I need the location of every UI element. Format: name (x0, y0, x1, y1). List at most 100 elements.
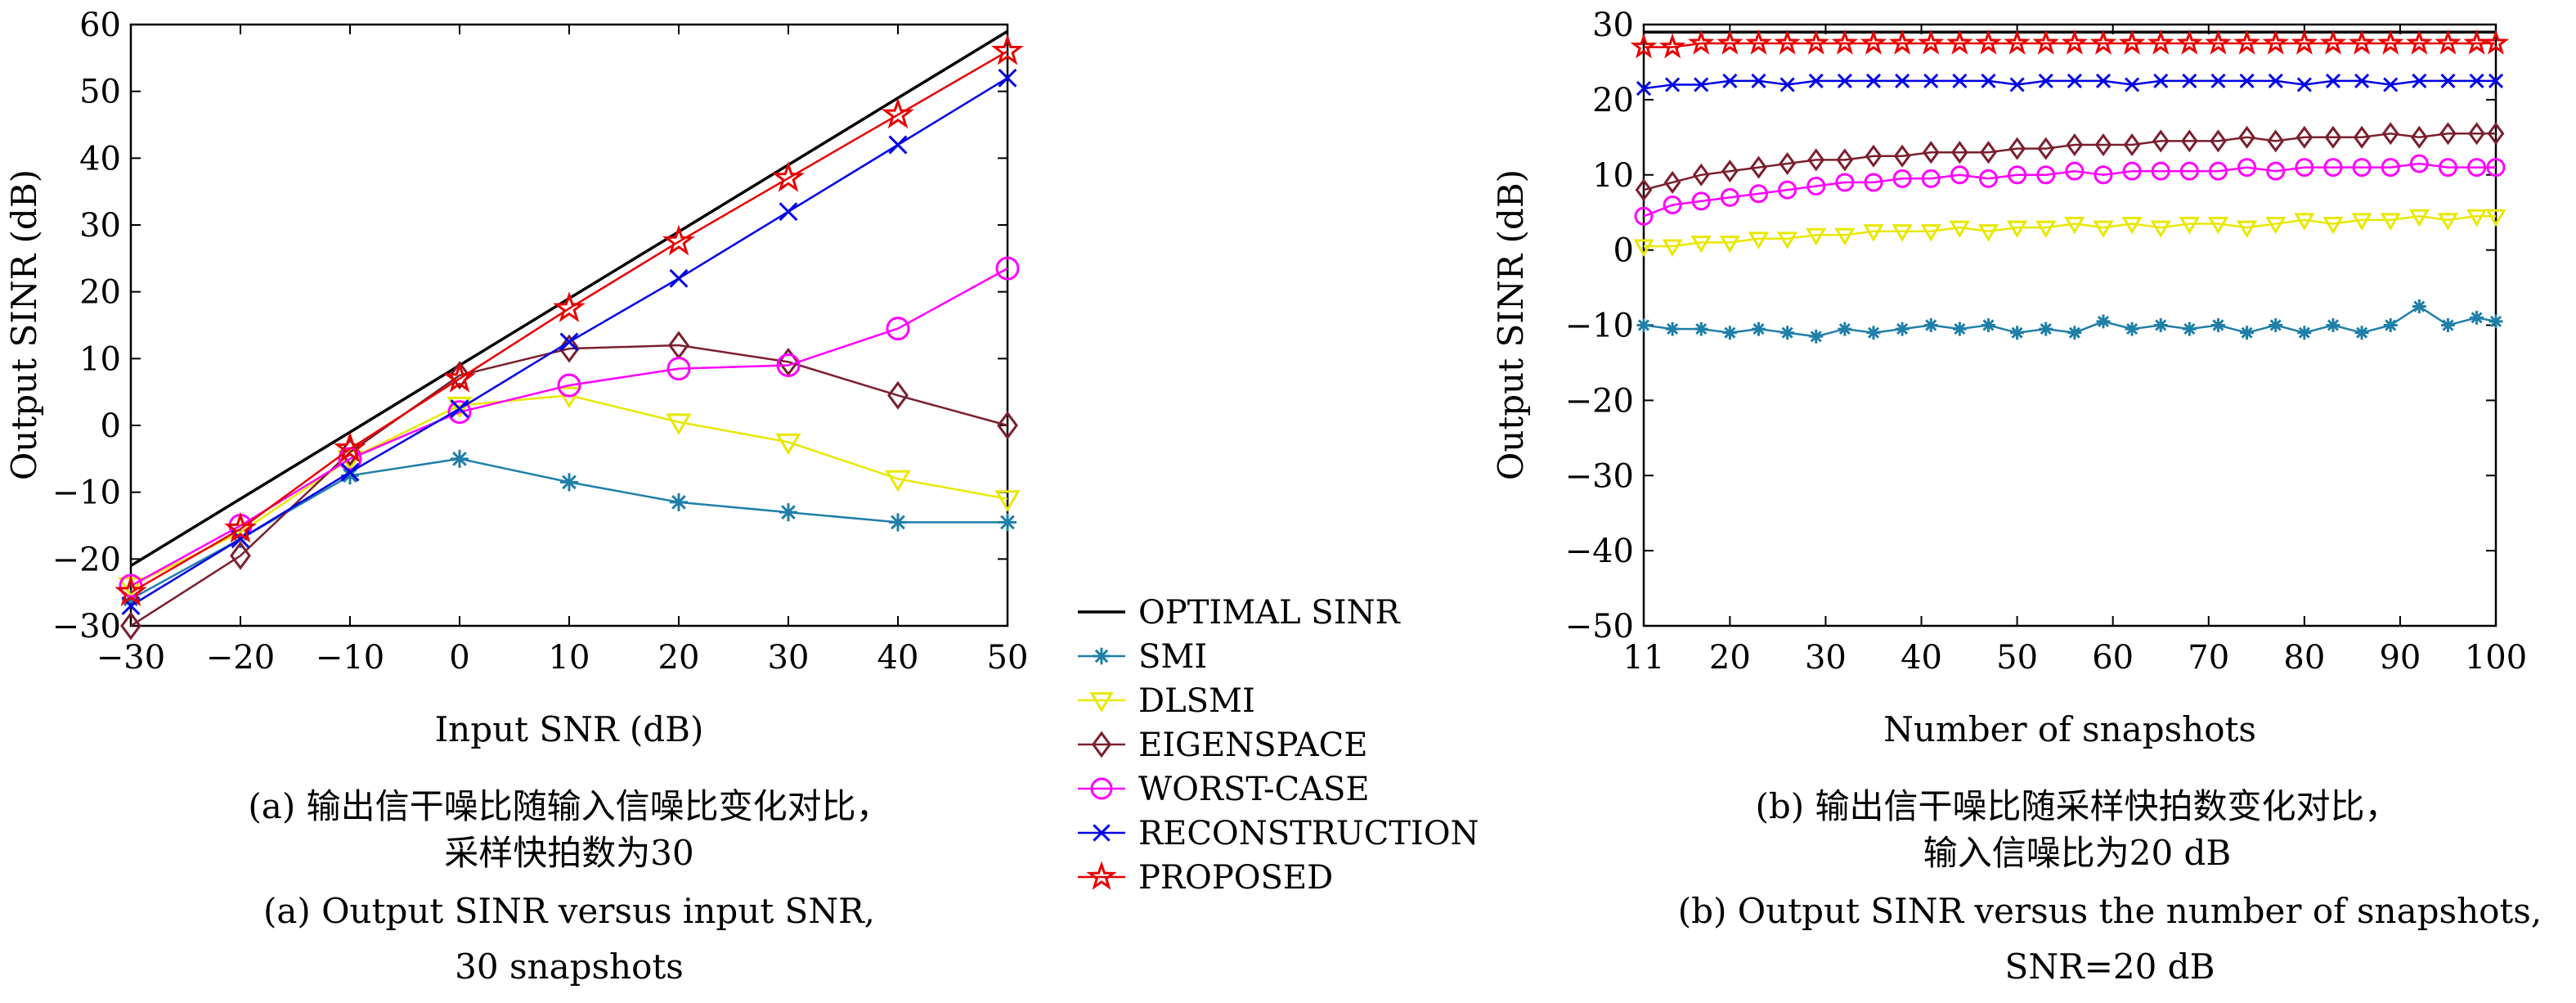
chart-b-point-recon (2067, 73, 2082, 88)
chart-a-caption-en-2: 30 snapshots (455, 947, 684, 987)
chart-a-point-proposed (334, 431, 366, 463)
chart-b-point-proposed (2233, 29, 2260, 55)
chart-b-point-worst (2381, 158, 2400, 178)
chart-a-point-eigen (120, 611, 141, 641)
chart-output-sinr-vs-input-snr: −30 −20 −10 0 10 20 30 40 50 −30 −20 −10 0 10 20 30 40 50… (4, 7, 1028, 987)
chart-b-point-proposed (2435, 29, 2462, 55)
chart-b-point-smi (2240, 326, 2255, 340)
chart-a-point-recon (559, 332, 579, 352)
chart-b-point-smi (2412, 299, 2426, 314)
chart-b-point-smi (1665, 322, 1680, 336)
chart-b-xtick-label: 90 (2379, 639, 2421, 677)
chart-a-point-dlsmi (666, 413, 692, 435)
chart-b-point-proposed (2205, 29, 2232, 55)
chart-b-point-dlsmi (2093, 220, 2114, 239)
chart-b-point-dlsmi (2351, 213, 2372, 231)
legend-label: DLSMI (1138, 682, 1255, 720)
chart-b-point-worst (1835, 173, 1855, 192)
chart-b-point-worst (2151, 161, 2170, 181)
chart-a-point-proposed (772, 161, 805, 192)
chart-a-point-dlsmi (447, 396, 473, 419)
chart-b-point-dlsmi (2236, 220, 2258, 239)
chart-b-point-proposed (1630, 33, 1658, 59)
chart-a-ytick-label: 50 (79, 74, 121, 111)
chart-b-point-proposed (1802, 29, 1829, 55)
chart-b-ytick-label: −10 (1565, 308, 1634, 345)
chart-a-series-proposed (114, 34, 1024, 606)
chart-b-point-smi (2269, 318, 2283, 332)
chart-b-xtick-label: 80 (2283, 639, 2325, 677)
chart-a-ytick-label: 60 (79, 7, 121, 44)
chart-b-point-recon (2325, 73, 2341, 88)
chart-b-point-proposed (1975, 29, 2002, 55)
chart-b-point-dlsmi (1949, 220, 1970, 239)
chart-b-point-worst (2467, 158, 2487, 178)
legend-swatch-marker (1090, 777, 1113, 800)
chart-b-series (1630, 29, 2510, 344)
chart-b-caption-en-2: SNR=20 dB (2005, 947, 2215, 987)
chart-b-ytick-label: −20 (1565, 382, 1634, 420)
chart-b-point-dlsmi (1892, 224, 1913, 242)
chart-a-ytick-label: 30 (79, 207, 121, 245)
chart-a-point-eigen (887, 380, 909, 410)
chart-b-point-worst (2208, 161, 2228, 181)
chart-b-point-proposed (2291, 29, 2318, 55)
chart-a-point-proposed (991, 34, 1024, 65)
chart-a-point-recon (340, 462, 360, 482)
chart-b-point-dlsmi (1662, 239, 1683, 257)
chart-a-point-smi (779, 503, 798, 522)
chart-b-point-proposed (1688, 29, 1715, 55)
chart-b-xtick-label: 40 (1901, 639, 1942, 677)
chart-b-point-worst (1748, 184, 1768, 204)
chart-b-point-eigen (2123, 133, 2141, 157)
chart-b-point-proposed (2061, 29, 2089, 55)
chart-a-point-eigen (449, 361, 470, 390)
chart-b-point-proposed (1888, 29, 1916, 55)
chart-b-point-proposed (2406, 29, 2433, 55)
chart-b-point-worst (2295, 158, 2314, 178)
legend-entry-optimal: OPTIMAL SINR (1078, 594, 1402, 632)
legend-swatch-marker (1089, 692, 1114, 713)
chart-b-point-dlsmi (2265, 216, 2287, 235)
chart-b-point-proposed (2262, 29, 2289, 55)
chart-b-point-eigen (2324, 125, 2342, 149)
chart-b-point-proposed (1831, 29, 1859, 55)
legend-label: SMI (1138, 638, 1207, 676)
chart-b-point-proposed (1946, 29, 1973, 55)
chart-b-point-eigen (2037, 137, 2055, 160)
chart-b-point-worst (1720, 187, 1739, 207)
chart-b-point-smi (2182, 322, 2197, 336)
legend-entry-dlsmi: DLSMI (1078, 682, 1255, 720)
chart-b-point-smi (1952, 322, 1967, 336)
chart-b-point-smi (2440, 318, 2455, 332)
chart-a-line-eigen (130, 344, 1008, 627)
chart-a-point-dlsmi (775, 433, 801, 456)
chart-b-point-worst (1864, 173, 1883, 192)
chart-a-xtick-label: −10 (316, 639, 384, 677)
chart-b-point-smi (2039, 322, 2053, 336)
chart-b-point-eigen (2152, 129, 2170, 153)
chart-b-point-eigen (2238, 125, 2255, 149)
chart-b-point-recon (2488, 73, 2504, 88)
chart-b-point-recon (1665, 77, 1681, 92)
chart-a-point-dlsmi (556, 386, 582, 409)
chart-b-point-recon (2095, 73, 2112, 88)
chart-b-point-worst (2266, 161, 2286, 181)
chart-b-ticks: 11 20 30 40 50 60 70 80 90 100 −50 −40 −30 −20 −10 0 10 2… (1565, 7, 2528, 677)
chart-a-caption-cn-2: 采样快拍数为30 (444, 833, 693, 873)
chart-b-point-proposed (2089, 29, 2117, 55)
chart-b-series-dlsmi (1633, 209, 2506, 257)
chart-b-point-dlsmi (2179, 216, 2200, 235)
chart-a-caption-cn-1: (a) 输出信干噪比随输入信噪比变化对比， (248, 786, 890, 826)
chart-b-point-proposed (1860, 29, 1887, 55)
chart-b-point-recon (1751, 73, 1766, 88)
chart-a-xtick-label: 40 (877, 639, 919, 677)
chart-b-point-worst (1950, 165, 1969, 185)
chart-a-point-dlsmi (885, 470, 911, 493)
chart-b-point-dlsmi (2380, 213, 2401, 231)
chart-b-point-smi (2153, 318, 2168, 332)
chart-b-point-recon (2440, 73, 2456, 88)
chart-b-point-dlsmi (2064, 216, 2085, 235)
chart-b-point-dlsmi (1748, 232, 1770, 250)
